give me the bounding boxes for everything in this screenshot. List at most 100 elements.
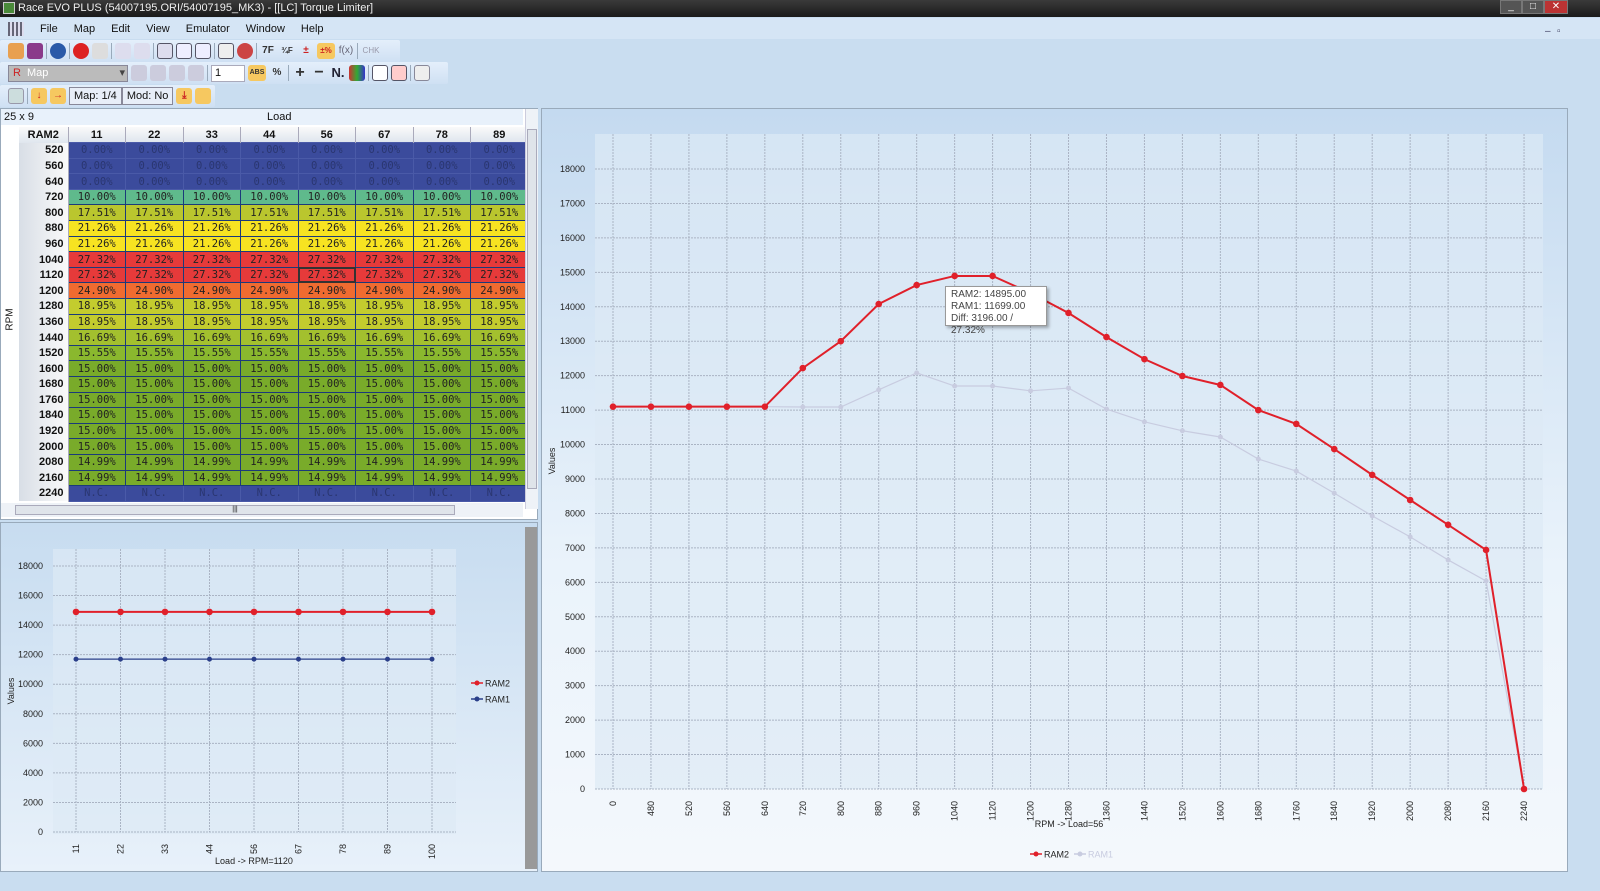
table-cell[interactable]: 27.32% [297, 251, 356, 268]
table-cell[interactable]: 0.00% [355, 142, 414, 159]
percent-diff-button[interactable]: ±% [317, 43, 335, 59]
table-cell[interactable]: 0.00% [182, 142, 241, 159]
table-cell[interactable]: 17.51% [297, 204, 356, 222]
table-cell[interactable]: 14.99% [240, 469, 299, 487]
column-header[interactable]: 67 [355, 127, 414, 143]
table-cell[interactable]: 18.95% [470, 313, 529, 331]
table-cell[interactable]: 15.00% [297, 407, 356, 424]
table-cell[interactable]: 15.55% [470, 344, 529, 362]
table-cell[interactable]: 15.00% [182, 438, 241, 455]
table-cell[interactable]: 0.00% [412, 142, 471, 159]
globe-icon[interactable] [237, 43, 253, 59]
table-cell[interactable]: 14.99% [470, 469, 529, 487]
table-cell[interactable]: 18.95% [297, 313, 356, 331]
row-header[interactable]: 1440 [19, 329, 69, 346]
table-cell[interactable]: 27.32% [412, 266, 471, 284]
table-cell[interactable]: 15.00% [470, 407, 529, 424]
menu-window[interactable]: Window [245, 22, 285, 35]
table-cell[interactable]: 15.00% [125, 376, 184, 393]
color-icon[interactable] [349, 65, 365, 81]
table-cell[interactable]: 0.00% [355, 173, 414, 190]
table-cell[interactable]: 17.51% [240, 204, 299, 222]
table-cell[interactable]: N.C. [67, 485, 126, 502]
normalize-button[interactable]: N. [331, 65, 345, 80]
table-cell[interactable]: 15.00% [182, 360, 241, 377]
prev-map-icon[interactable] [131, 65, 147, 81]
table-cell[interactable]: 15.00% [240, 438, 299, 455]
close-button[interactable]: ✕ [1544, 0, 1568, 14]
row-header[interactable]: 1200 [19, 282, 69, 299]
table-cell[interactable]: 18.95% [240, 313, 299, 331]
table-cell[interactable]: 15.00% [182, 391, 241, 409]
table-cell[interactable]: 27.32% [355, 266, 414, 284]
table-cell[interactable]: 27.32% [125, 266, 184, 284]
export-icon[interactable] [414, 65, 430, 81]
table-cell[interactable]: 16.69% [182, 329, 241, 346]
table-cell[interactable]: N.C. [470, 485, 529, 502]
table-cell[interactable]: 18.95% [125, 313, 184, 331]
table-cell[interactable]: 24.90% [470, 282, 529, 300]
table-cell[interactable]: 17.51% [470, 204, 529, 222]
table-cell[interactable]: 0.00% [470, 157, 529, 175]
table-cell[interactable]: N.C. [355, 485, 414, 502]
table-cell[interactable]: N.C. [182, 485, 241, 502]
table-cell[interactable]: 21.26% [470, 235, 529, 253]
save-icon[interactable] [27, 43, 43, 59]
table-cell[interactable]: 15.55% [355, 344, 414, 362]
table-cell[interactable]: 15.00% [182, 376, 241, 393]
menu-help[interactable]: Help [300, 22, 324, 35]
table-cell[interactable]: 15.00% [470, 422, 529, 440]
mark-icon[interactable]: ⤓ [176, 88, 193, 104]
table-cell[interactable]: 14.99% [297, 469, 356, 487]
table-cell[interactable]: 16.69% [125, 329, 184, 346]
table-cell[interactable]: 17.51% [355, 204, 414, 222]
table-cell[interactable]: 18.95% [182, 298, 241, 315]
table-cell[interactable]: 15.00% [355, 360, 414, 377]
table-cell[interactable]: 0.00% [297, 173, 356, 190]
table-cell[interactable]: 21.26% [182, 220, 241, 237]
chk-button[interactable]: CHK [362, 46, 380, 55]
table-cell[interactable]: 17.51% [412, 204, 471, 222]
table-cell[interactable]: 27.32% [67, 251, 126, 268]
table-cell[interactable]: 21.26% [182, 235, 241, 253]
grid-add-icon[interactable] [169, 65, 185, 81]
menu-emulator[interactable]: Emulator [185, 22, 230, 35]
table-cell[interactable]: 0.00% [125, 142, 184, 159]
table-cell[interactable]: 15.00% [240, 360, 299, 377]
column-header[interactable]: 33 [183, 127, 241, 143]
table-cell[interactable]: 27.32% [182, 251, 241, 268]
table-cell[interactable]: 14.99% [412, 453, 471, 471]
menu-map[interactable]: Map [73, 22, 96, 35]
table-cell[interactable]: 16.69% [297, 329, 356, 346]
table-cell[interactable]: 15.00% [240, 376, 299, 393]
table-cell[interactable]: 27.32% [297, 266, 356, 284]
table-cell[interactable]: 15.00% [470, 360, 529, 377]
table-cell[interactable]: N.C. [412, 485, 471, 502]
subtract-button[interactable]: − [314, 64, 324, 81]
row-header[interactable]: 1840 [19, 407, 69, 424]
grid-remove-icon[interactable] [188, 65, 204, 81]
table-cell[interactable]: 24.90% [125, 282, 184, 300]
table-cell[interactable]: 21.26% [67, 235, 126, 253]
table-cell[interactable]: 15.00% [355, 438, 414, 455]
table-cell[interactable]: 18.95% [297, 298, 356, 315]
row-header[interactable]: 560 [19, 158, 69, 174]
table-cell[interactable]: 10.00% [355, 188, 414, 206]
info-icon[interactable] [50, 43, 66, 59]
column-header[interactable]: 89 [470, 127, 529, 143]
export-map-icon[interactable]: → [50, 88, 66, 104]
table-cell[interactable]: 18.95% [355, 298, 414, 315]
menu-edit[interactable]: Edit [111, 22, 131, 35]
chart-scrollbar[interactable] [525, 527, 537, 869]
paste-icon[interactable] [391, 65, 407, 81]
fraction-button[interactable]: ¾F [281, 46, 293, 55]
import-icon[interactable]: ↓ [31, 88, 47, 104]
table-cell[interactable]: 0.00% [125, 173, 184, 190]
table-cell[interactable]: 15.00% [67, 360, 126, 377]
row-header[interactable]: 880 [19, 220, 69, 237]
fill-icon[interactable] [195, 88, 212, 104]
convert-icon[interactable] [115, 43, 131, 59]
row-header[interactable]: 2080 [19, 454, 69, 471]
menu-file[interactable]: File [40, 22, 58, 35]
row-header[interactable]: 1520 [19, 345, 69, 361]
